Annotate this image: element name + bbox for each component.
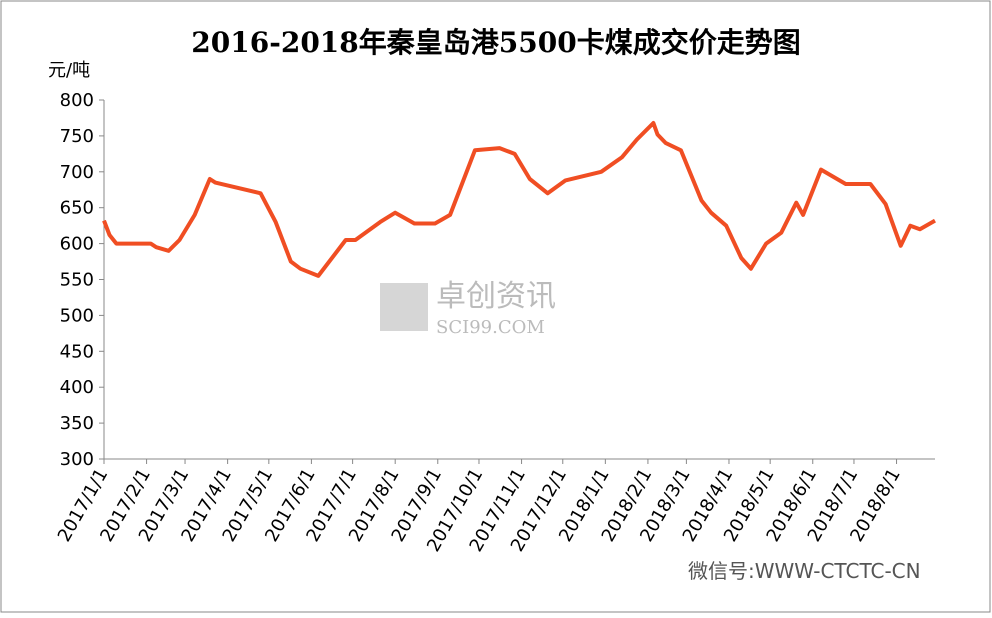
- y-tick-label: 400: [60, 377, 94, 398]
- chart-title: 2016-2018年秦皇岛港5500卡煤成交价走势图: [191, 26, 800, 59]
- y-tick-label: 500: [60, 305, 94, 326]
- y-tick-label: 800: [60, 90, 94, 111]
- line: [102, 121, 936, 278]
- y-tick-label: 600: [60, 234, 94, 255]
- y-tick-label: 300: [60, 449, 94, 470]
- y-tick-label: 750: [60, 126, 94, 147]
- watermark-logo: [380, 283, 428, 331]
- watermark-sub: SCI99.COM: [436, 317, 545, 338]
- y-tick-label: 550: [60, 270, 94, 291]
- watermark: 卓创资讯: [436, 279, 556, 314]
- y-tick-label: 450: [60, 341, 94, 362]
- y-axis-label: 元/吨: [48, 60, 90, 81]
- y-tick-label: 700: [60, 162, 94, 183]
- y-tick-label: 350: [60, 413, 94, 434]
- y-tick-label: 650: [60, 198, 94, 219]
- footer: 微信号:WWW-CTCTC-CN: [688, 559, 921, 583]
